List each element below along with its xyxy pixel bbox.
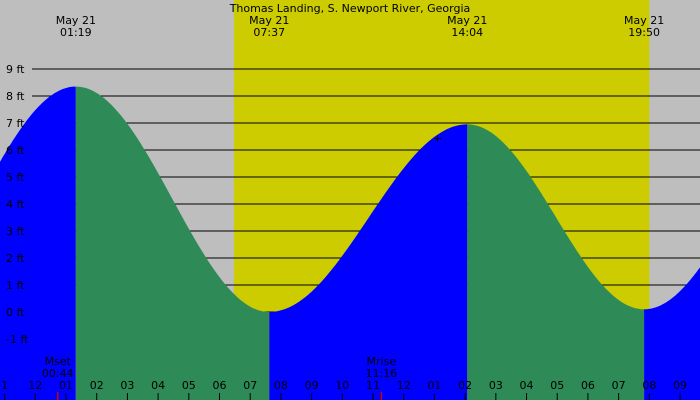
extreme-time-0: 01:19 [60, 26, 92, 39]
x-tick-label-2: 01 [59, 379, 73, 392]
x-tick-label-12: 11 [366, 379, 380, 392]
y-tick-label-6: 3 ft [6, 225, 25, 238]
extreme-time-2: 14:04 [451, 26, 483, 39]
y-tick-label-5: 4 ft [6, 198, 25, 211]
extreme-time-1: 07:37 [253, 26, 285, 39]
falling-area-2 [467, 124, 645, 400]
x-tick-label-6: 05 [182, 379, 196, 392]
moon-event-time-1: 11:16 [365, 367, 397, 380]
extreme-date-0: May 21 [56, 14, 96, 27]
y-tick-label-8: 1 ft [6, 279, 25, 292]
x-tick-label-16: 03 [489, 379, 503, 392]
rising-area-2 [269, 124, 468, 400]
x-tick-label-11: 10 [335, 379, 349, 392]
extreme-time-3: 19:50 [628, 26, 660, 39]
x-tick-label-18: 05 [550, 379, 564, 392]
y-tick-label-0: 9 ft [6, 63, 25, 76]
x-tick-label-5: 04 [151, 379, 165, 392]
y-tick-label-10: -1 ft [6, 333, 29, 346]
chart-title: Thomas Landing, S. Newport River, Georgi… [229, 2, 471, 15]
current-marker: + [433, 132, 442, 145]
extreme-date-1: May 21 [249, 14, 289, 27]
extreme-date-3: May 21 [624, 14, 664, 27]
y-tick-label-9: 0 ft [6, 306, 25, 319]
y-tick-label-2: 7 ft [6, 117, 25, 130]
x-tick-label-15: 02 [458, 379, 472, 392]
falling-area-1 [75, 86, 270, 400]
moon-event-label-0: Mset [45, 355, 72, 368]
x-tick-label-10: 09 [305, 379, 319, 392]
moon-event-label-1: Mrise [367, 355, 397, 368]
rising-area-1 [0, 86, 76, 400]
x-tick-label-3: 02 [90, 379, 104, 392]
x-tick-label-1: 12 [28, 379, 42, 392]
y-tick-label-7: 2 ft [6, 252, 25, 265]
x-tick-label-8: 07 [243, 379, 257, 392]
x-tick-label-14: 01 [427, 379, 441, 392]
extreme-date-2: May 21 [447, 14, 487, 27]
y-tick-label-4: 5 ft [6, 171, 25, 184]
x-tick-label-0: 1 [1, 379, 8, 392]
x-tick-label-21: 08 [642, 379, 656, 392]
x-tick-label-9: 08 [274, 379, 288, 392]
y-tick-label-1: 8 ft [6, 90, 25, 103]
x-tick-label-13: 12 [397, 379, 411, 392]
x-tick-label-19: 06 [581, 379, 595, 392]
y-tick-label-3: 6 ft [6, 144, 25, 157]
x-tick-label-7: 06 [213, 379, 227, 392]
rising-area-3 [644, 267, 700, 400]
x-tick-label-17: 04 [520, 379, 534, 392]
x-tick-label-4: 03 [120, 379, 134, 392]
x-tick-label-22: 09 [673, 379, 687, 392]
x-tick-label-20: 07 [612, 379, 626, 392]
moon-event-time-0: 00:44 [42, 367, 74, 380]
